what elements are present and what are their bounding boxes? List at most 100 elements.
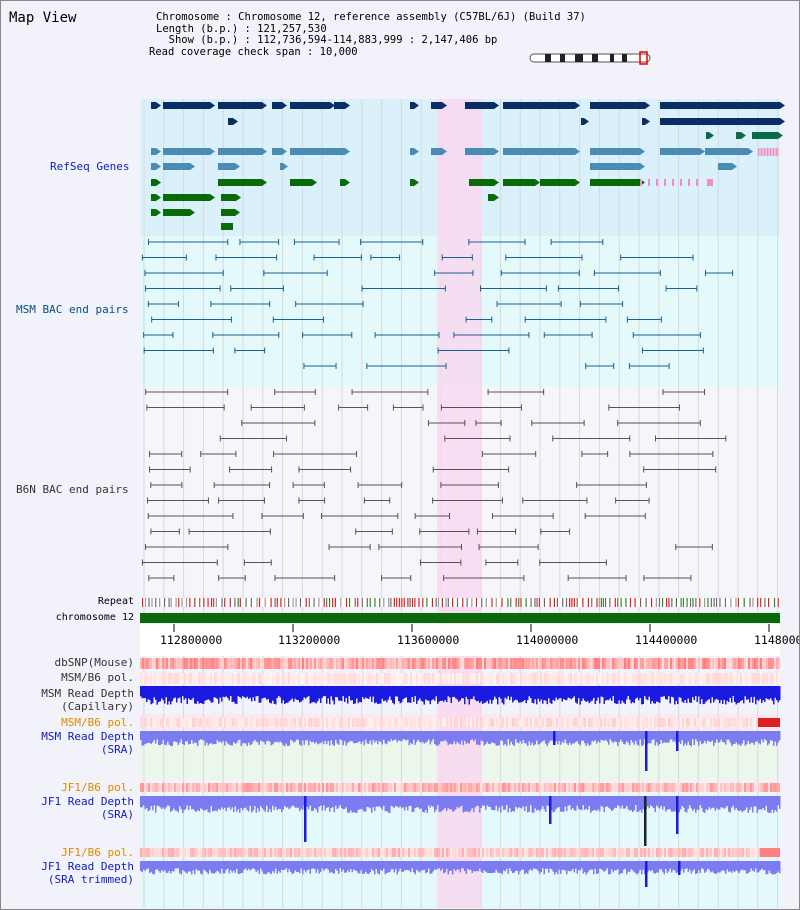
heat-cell bbox=[314, 848, 316, 857]
heat-cell bbox=[282, 848, 284, 857]
depth-bar bbox=[441, 731, 443, 742]
track-label-msm-depth-cap[interactable]: MSM Read Depth bbox=[41, 687, 134, 700]
heat-cell bbox=[236, 783, 238, 792]
heat-cell bbox=[446, 718, 448, 727]
depth-bar bbox=[476, 686, 478, 702]
heat-cell bbox=[316, 718, 318, 727]
heat-cell bbox=[602, 848, 604, 857]
heat-cell bbox=[364, 718, 366, 727]
depth-bar bbox=[771, 731, 773, 741]
heat-cell bbox=[448, 718, 450, 727]
depth-bar bbox=[638, 861, 640, 873]
heat-cell bbox=[556, 718, 558, 727]
depth-bar bbox=[387, 686, 389, 700]
heat-cell bbox=[450, 783, 452, 792]
track-label-jf1-depth-trim[interactable]: JF1 Read Depth bbox=[41, 860, 134, 873]
track-label-msm-b6-pol-2[interactable]: MSM/B6 pol. bbox=[61, 716, 134, 729]
depth-bar bbox=[281, 796, 283, 813]
depth-bar bbox=[768, 796, 770, 813]
depth-bar bbox=[600, 731, 602, 740]
repeat-feature bbox=[456, 598, 459, 607]
track-label-msm-depth-sra[interactable]: MSM Read Depth bbox=[41, 730, 134, 743]
heat-cell bbox=[620, 848, 622, 857]
depth-bar bbox=[186, 796, 188, 806]
heat-cell bbox=[244, 848, 246, 857]
heat-cell bbox=[250, 658, 252, 669]
depth-bar bbox=[146, 686, 148, 702]
depth-bar bbox=[644, 861, 646, 875]
depth-bar bbox=[633, 731, 635, 745]
heat-cell bbox=[268, 718, 270, 727]
repeat-feature bbox=[437, 598, 440, 607]
repeat-feature bbox=[435, 598, 437, 607]
heat-cell bbox=[420, 848, 422, 857]
heat-cell bbox=[202, 783, 204, 792]
depth-bar bbox=[194, 861, 196, 875]
depth-bar bbox=[249, 796, 251, 806]
track-label-msm-bac[interactable]: MSM BAC end pairs bbox=[16, 303, 129, 316]
track-label-jf1-b6-pol[interactable]: JF1/B6 pol. bbox=[61, 781, 134, 794]
depth-bar bbox=[384, 796, 386, 812]
heat-cell bbox=[146, 658, 148, 669]
depth-bar bbox=[615, 686, 617, 704]
depth-bar bbox=[470, 686, 472, 700]
depth-bar bbox=[227, 861, 229, 869]
track-label-msm-b6-pol[interactable]: MSM/B6 pol. bbox=[61, 671, 134, 684]
heat-cell bbox=[640, 783, 642, 792]
depth-bar bbox=[470, 796, 472, 811]
depth-bar bbox=[536, 731, 538, 741]
depth-bar bbox=[749, 686, 751, 703]
heat-cell bbox=[628, 783, 630, 792]
depth-bar bbox=[245, 796, 247, 808]
heat-cell bbox=[442, 658, 444, 669]
depth-bar bbox=[779, 861, 781, 874]
heat-cell bbox=[298, 673, 300, 684]
heat-cell bbox=[594, 673, 596, 684]
heat-cell bbox=[764, 673, 766, 684]
heat-cell bbox=[322, 848, 324, 857]
heat-cell bbox=[340, 673, 342, 684]
depth-bar bbox=[252, 731, 254, 742]
depth-bar bbox=[725, 686, 727, 705]
repeat-feature bbox=[530, 598, 532, 607]
depth-bar bbox=[438, 731, 440, 745]
depth-bar bbox=[774, 731, 776, 742]
gene-feature bbox=[540, 179, 575, 186]
heat-cell bbox=[546, 718, 548, 727]
heat-cell bbox=[220, 783, 222, 792]
track-label-dbsnp[interactable]: dbSNP(Mouse) bbox=[54, 656, 134, 669]
depth-bar bbox=[578, 686, 580, 699]
depth-bar bbox=[642, 796, 644, 810]
depth-bar bbox=[303, 861, 305, 870]
depth-bar bbox=[567, 686, 569, 698]
depth-bar bbox=[185, 796, 187, 810]
track-label-refseq[interactable]: RefSeq Genes bbox=[50, 160, 130, 173]
depth-bar bbox=[413, 796, 415, 812]
track-label-jf1-depth-sra[interactable]: JF1 Read Depth bbox=[41, 795, 134, 808]
heat-cell bbox=[142, 673, 144, 684]
track-label-jf1-b6-pol-2[interactable]: JF1/B6 pol. bbox=[61, 846, 134, 859]
heat-cell bbox=[480, 718, 482, 727]
depth-bar bbox=[222, 731, 224, 741]
depth-bar bbox=[465, 731, 467, 744]
heat-cell bbox=[284, 783, 286, 792]
depth-bar bbox=[578, 861, 580, 871]
heat-cell bbox=[480, 783, 482, 792]
track-label-b6n-bac[interactable]: B6N BAC end pairs bbox=[16, 483, 129, 496]
depth-bar bbox=[740, 861, 742, 871]
heat-cell bbox=[216, 658, 218, 669]
axis-tick-label: 114400000 bbox=[635, 633, 698, 647]
depth-bar bbox=[531, 686, 533, 703]
repeat-feature bbox=[571, 598, 573, 607]
heat-cell bbox=[574, 718, 576, 727]
depth-bar bbox=[560, 861, 562, 874]
depth-bar bbox=[486, 796, 488, 806]
repeat-feature bbox=[462, 598, 464, 607]
heat-cell bbox=[318, 658, 320, 669]
depth-bar bbox=[681, 796, 683, 806]
heat-cell bbox=[348, 718, 350, 727]
depth-bar bbox=[530, 796, 532, 806]
depth-bar bbox=[273, 686, 275, 704]
depth-bar bbox=[321, 796, 323, 811]
